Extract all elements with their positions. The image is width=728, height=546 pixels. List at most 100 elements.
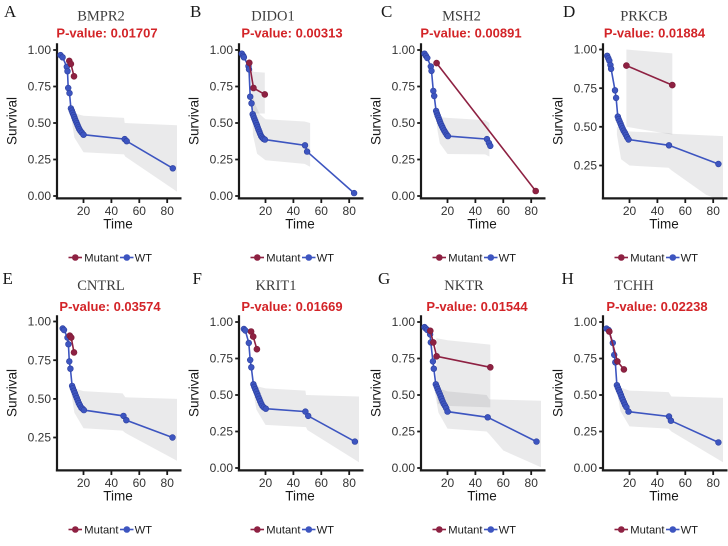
svg-text:1.00: 1.00 (392, 43, 416, 57)
svg-text:60: 60 (679, 476, 693, 490)
svg-text:60: 60 (133, 476, 147, 490)
svg-text:BMPR2: BMPR2 (77, 9, 125, 25)
svg-text:0.75: 0.75 (210, 80, 234, 94)
svg-text:Time: Time (649, 217, 679, 232)
svg-text:1.00: 1.00 (210, 315, 234, 329)
svg-text:80: 80 (525, 476, 539, 490)
svg-text:0.00: 0.00 (210, 461, 234, 475)
svg-text:80: 80 (525, 204, 539, 218)
svg-text:G: G (378, 269, 390, 288)
svg-text:0.50: 0.50 (574, 388, 598, 402)
svg-text:0.50: 0.50 (574, 120, 598, 134)
svg-text:Mutant: Mutant (630, 525, 665, 537)
svg-text:60: 60 (497, 476, 511, 490)
svg-text:20: 20 (441, 476, 455, 490)
svg-text:1.00: 1.00 (28, 43, 52, 57)
svg-text:C: C (381, 2, 392, 21)
svg-text:0.75: 0.75 (574, 352, 598, 366)
svg-text:Mutant: Mutant (266, 525, 301, 537)
svg-text:PRKCB: PRKCB (620, 9, 668, 25)
svg-text:WT: WT (499, 525, 517, 537)
svg-text:Survival: Survival (187, 97, 202, 145)
svg-text:0.50: 0.50 (210, 116, 234, 130)
svg-text:60: 60 (497, 204, 511, 218)
svg-text:F: F (193, 269, 202, 288)
svg-text:0.00: 0.00 (210, 189, 234, 203)
svg-text:CNTRL: CNTRL (77, 278, 125, 294)
svg-text:1.00: 1.00 (574, 43, 598, 57)
svg-text:P-value: 0.01884: P-value: 0.01884 (604, 26, 706, 41)
svg-text:0.25: 0.25 (210, 153, 234, 167)
svg-text:D: D (563, 2, 575, 21)
svg-text:Survival: Survival (5, 97, 20, 145)
svg-text:0.75: 0.75 (210, 352, 234, 366)
svg-text:0.75: 0.75 (392, 352, 416, 366)
svg-text:0.25: 0.25 (210, 425, 234, 439)
svg-text:20: 20 (259, 204, 273, 218)
svg-text:NKTR: NKTR (444, 278, 484, 294)
svg-text:40: 40 (287, 204, 301, 218)
svg-text:WT: WT (499, 253, 517, 265)
svg-text:Mutant: Mutant (448, 525, 483, 537)
svg-text:20: 20 (77, 204, 91, 218)
svg-text:0.50: 0.50 (392, 116, 416, 130)
svg-text:Time: Time (285, 217, 315, 232)
svg-text:KRIT1: KRIT1 (255, 278, 296, 294)
svg-text:0.25: 0.25 (28, 431, 52, 445)
svg-text:0.00: 0.00 (574, 461, 598, 475)
svg-text:80: 80 (161, 476, 175, 490)
svg-text:1.00: 1.00 (574, 315, 598, 329)
svg-text:80: 80 (343, 476, 357, 490)
svg-text:0.25: 0.25 (574, 425, 598, 439)
svg-text:Time: Time (467, 217, 497, 232)
svg-text:P-value: 0.01544: P-value: 0.01544 (426, 299, 528, 314)
svg-text:20: 20 (441, 204, 455, 218)
svg-text:WT: WT (681, 253, 699, 265)
svg-text:E: E (3, 269, 13, 288)
svg-text:40: 40 (287, 476, 301, 490)
svg-text:P-value: 0.01669: P-value: 0.01669 (241, 299, 342, 314)
svg-text:1.00: 1.00 (28, 315, 52, 329)
svg-text:TCHH: TCHH (614, 278, 654, 294)
svg-text:80: 80 (161, 204, 175, 218)
svg-text:0.75: 0.75 (28, 80, 52, 94)
svg-text:P-value: 0.01707: P-value: 0.01707 (56, 26, 157, 41)
svg-text:0.50: 0.50 (210, 388, 234, 402)
svg-text:Time: Time (285, 489, 315, 504)
svg-text:0.00: 0.00 (392, 189, 416, 203)
svg-text:1.00: 1.00 (392, 315, 416, 329)
svg-text:60: 60 (315, 476, 329, 490)
svg-text:Time: Time (649, 489, 679, 504)
svg-text:Survival: Survival (369, 97, 384, 145)
svg-text:40: 40 (105, 204, 119, 218)
svg-text:20: 20 (77, 476, 91, 490)
svg-text:0.75: 0.75 (574, 81, 598, 95)
svg-text:Survival: Survival (551, 97, 566, 145)
svg-text:P-value: 0.00313: P-value: 0.00313 (241, 26, 342, 41)
svg-text:Survival: Survival (551, 369, 566, 417)
svg-text:P-value: 0.03574: P-value: 0.03574 (59, 299, 161, 314)
svg-text:Survival: Survival (5, 369, 20, 417)
svg-text:20: 20 (623, 476, 637, 490)
svg-text:WT: WT (135, 525, 153, 537)
svg-text:0.25: 0.25 (574, 159, 598, 173)
svg-text:1.00: 1.00 (210, 43, 234, 57)
svg-text:P-value: 0.02238: P-value: 0.02238 (606, 299, 707, 314)
svg-text:60: 60 (315, 204, 329, 218)
svg-text:Mutant: Mutant (266, 253, 301, 265)
svg-text:Survival: Survival (369, 369, 384, 417)
svg-text:0.00: 0.00 (392, 461, 416, 475)
svg-text:WT: WT (135, 253, 153, 265)
svg-text:60: 60 (679, 204, 693, 218)
svg-text:40: 40 (469, 476, 483, 490)
svg-text:Time: Time (467, 489, 497, 504)
svg-text:Time: Time (103, 489, 133, 504)
svg-text:40: 40 (105, 476, 119, 490)
svg-text:60: 60 (133, 204, 147, 218)
svg-text:0.25: 0.25 (392, 425, 416, 439)
svg-text:Time: Time (103, 217, 133, 232)
svg-text:0.50: 0.50 (392, 388, 416, 402)
svg-text:20: 20 (623, 204, 637, 218)
svg-text:40: 40 (469, 204, 483, 218)
svg-text:0.75: 0.75 (392, 80, 416, 94)
